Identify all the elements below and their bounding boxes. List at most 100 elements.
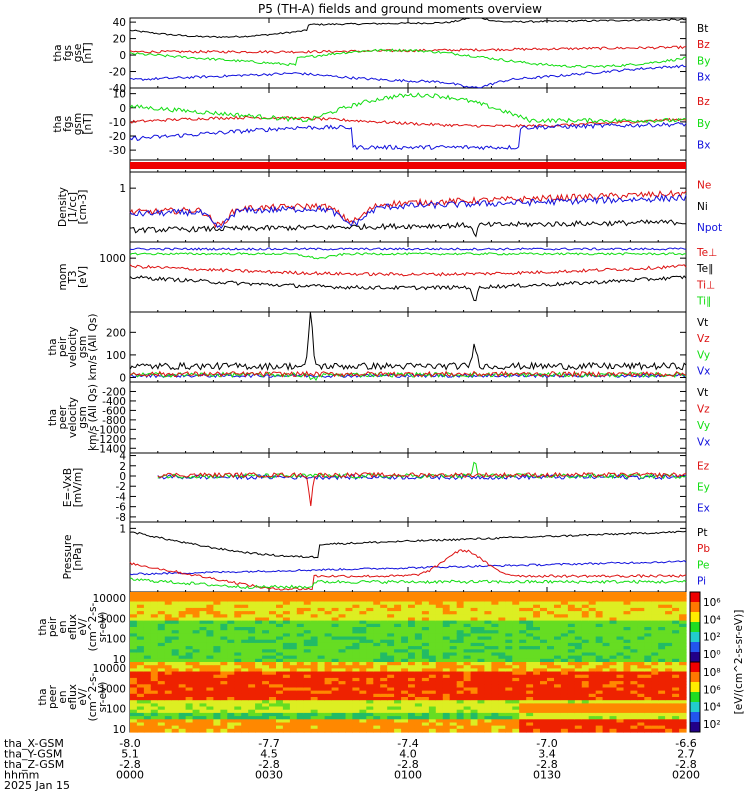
spectrogram-cell	[352, 697, 360, 701]
spectrogram-cell	[540, 630, 548, 634]
spectrogram-cell	[637, 706, 645, 711]
spectrogram-cell	[276, 706, 284, 711]
spectrogram-cell	[623, 639, 631, 644]
spectrogram-cell	[366, 722, 374, 727]
y-tick-label: -10	[109, 117, 126, 129]
spectrogram-cell	[248, 607, 256, 612]
spectrogram-cell	[303, 684, 312, 689]
spectrogram-cell	[262, 725, 270, 730]
spectrogram-cell	[185, 668, 194, 673]
spectrogram-cell	[345, 607, 353, 612]
spectrogram-cell	[227, 677, 235, 682]
spectrogram-cell	[540, 604, 548, 609]
spectrogram-cell	[470, 690, 479, 695]
spectrogram-cell	[373, 690, 381, 695]
spectrogram-cell	[380, 604, 388, 609]
spectrogram-cell	[366, 712, 374, 717]
spectrogram-cell	[533, 665, 541, 669]
spectrogram-cell	[526, 716, 534, 720]
spectrogram-cell	[359, 693, 367, 698]
spectrogram-cell	[255, 598, 263, 603]
spectrogram-cell	[651, 604, 659, 609]
spectrogram-cell	[616, 633, 624, 638]
colorbar-tick-label: 10⁴	[703, 614, 721, 626]
spectrogram-cell	[199, 662, 207, 666]
spectrogram-cell	[554, 652, 562, 657]
spectrogram-cell	[651, 725, 659, 730]
spectrogram-cell	[192, 633, 201, 638]
spectrogram-cell	[588, 665, 597, 669]
spectrogram-cell	[477, 693, 485, 698]
spectrogram-cell	[449, 639, 458, 644]
spectrogram-cell	[241, 649, 249, 654]
spectrogram-cell	[234, 684, 242, 689]
spectrogram-cell	[373, 636, 381, 641]
spectrogram-cell	[595, 716, 604, 720]
spectrogram-cell	[345, 677, 353, 682]
spectrogram-cell	[241, 687, 249, 692]
spectrogram-cell	[644, 668, 652, 673]
spectrogram-cell	[387, 598, 395, 603]
spectrogram-cell	[338, 642, 346, 647]
spectrogram-cell	[130, 655, 138, 660]
spectrogram-cell	[241, 611, 249, 615]
spectrogram-cell	[630, 671, 638, 676]
spectrogram-cell	[394, 674, 402, 679]
spectrogram-cell	[463, 646, 472, 650]
spectrogram-cell	[679, 709, 687, 714]
spectrogram-cell	[595, 674, 604, 679]
spectrogram-cell	[505, 649, 513, 654]
spectrogram-cell	[373, 611, 381, 615]
spectrogram-cell	[574, 646, 583, 650]
series-bz	[129, 45, 687, 54]
spectrogram-cell	[171, 684, 180, 689]
spectrogram-cell	[303, 690, 312, 695]
spectrogram-cell	[130, 627, 138, 631]
spectrogram-cell	[338, 601, 346, 606]
colorbar-segment	[690, 652, 700, 663]
spectrogram-cell	[338, 623, 346, 628]
spectrogram-cell	[324, 697, 333, 701]
spectrogram-cell	[498, 684, 506, 689]
spectrogram-cell	[199, 630, 207, 634]
spectrogram-cell	[359, 700, 367, 704]
spectrogram-cell	[282, 709, 291, 714]
spectrogram-cell	[234, 627, 242, 631]
spectrogram-cell	[408, 595, 416, 599]
spectrogram-cell	[220, 703, 228, 708]
spectrogram-cell	[338, 649, 346, 654]
spectrogram-cell	[637, 700, 645, 704]
spectrogram-cell	[303, 620, 312, 625]
spectrogram-cell	[477, 668, 485, 673]
spectrogram-cell	[595, 595, 604, 599]
spectrogram-cell	[227, 712, 235, 717]
spectrogram-cell	[560, 697, 569, 701]
spectrogram-cell	[380, 719, 388, 724]
spectrogram-cell	[324, 665, 333, 669]
spectrogram-cell	[477, 611, 485, 615]
spectrogram-cell	[130, 633, 138, 638]
spectrogram-cell	[498, 611, 506, 615]
spectrogram-cell	[192, 652, 201, 657]
spectrogram-cell	[421, 697, 430, 701]
spectrogram-cell	[560, 633, 569, 638]
spectrogram-cell	[463, 665, 472, 669]
spectrogram-cell	[665, 700, 673, 704]
spectrogram-cell	[227, 614, 235, 619]
y-axis-label-line: [cm-3]	[77, 190, 89, 225]
spectrogram-cell	[220, 681, 228, 685]
spectrogram-cell	[679, 627, 687, 631]
spectrogram-cell	[171, 674, 180, 679]
spectrogram-cell	[609, 652, 617, 657]
spectrogram-cell	[373, 646, 381, 650]
spectrogram-cell	[150, 627, 159, 631]
spectrogram-cell	[366, 719, 374, 724]
spectrogram-cell	[630, 662, 638, 666]
spectrogram-cell	[324, 662, 333, 666]
spectrogram-cell	[623, 592, 631, 596]
spectrogram-cell	[644, 598, 652, 603]
spectrogram-cell	[672, 658, 680, 663]
spectrogram-cell	[540, 652, 548, 657]
spectrogram-cell	[310, 607, 319, 612]
spectrogram-cell	[317, 706, 326, 711]
